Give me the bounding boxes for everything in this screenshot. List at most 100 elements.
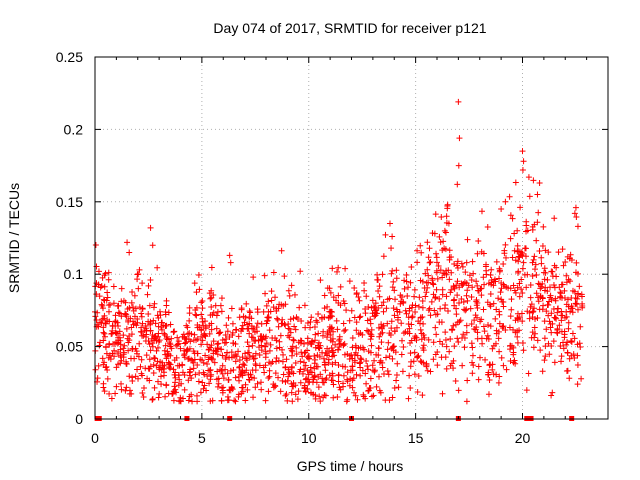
data-point <box>538 260 545 267</box>
data-point <box>359 331 366 338</box>
data-point <box>248 315 255 322</box>
data-point <box>133 348 140 355</box>
data-point <box>285 332 292 339</box>
data-point <box>514 314 521 321</box>
data-point <box>303 375 310 382</box>
data-point <box>235 333 242 340</box>
data-point <box>562 259 569 266</box>
data-point <box>161 330 168 337</box>
data-point <box>548 268 555 275</box>
data-point <box>420 331 427 338</box>
data-point <box>411 286 418 293</box>
data-point <box>452 321 459 328</box>
data-point <box>101 359 108 366</box>
data-point <box>145 338 152 345</box>
data-point <box>564 349 571 356</box>
data-point <box>307 319 314 326</box>
data-point <box>154 264 161 271</box>
data-point <box>196 370 203 377</box>
data-point <box>198 333 205 340</box>
data-point <box>368 393 375 400</box>
data-point <box>508 296 515 303</box>
data-point <box>314 319 321 326</box>
data-point <box>368 331 375 338</box>
data-point <box>496 265 503 272</box>
data-point <box>294 396 301 403</box>
data-point <box>285 369 292 376</box>
data-point <box>263 340 270 347</box>
data-point <box>375 276 382 283</box>
data-point <box>342 265 349 272</box>
data-point <box>496 275 503 282</box>
data-point <box>320 355 327 362</box>
data-point <box>190 359 197 366</box>
data-point <box>568 257 575 264</box>
data-point <box>549 389 556 396</box>
data-point <box>473 297 480 304</box>
data-point <box>204 341 211 348</box>
data-point <box>400 330 407 337</box>
data-point <box>222 366 229 373</box>
data-point <box>577 343 584 350</box>
data-point <box>403 271 410 278</box>
data-point <box>417 242 424 249</box>
data-point <box>147 347 154 354</box>
data-point <box>121 342 128 349</box>
data-point <box>186 304 193 311</box>
data-point <box>93 291 100 298</box>
data-point <box>175 382 182 389</box>
data-point <box>330 394 337 401</box>
data-point <box>432 294 439 301</box>
data-point <box>468 320 475 327</box>
data-point <box>184 330 191 337</box>
data-point <box>217 329 224 336</box>
data-point <box>198 341 205 348</box>
data-point <box>194 361 201 368</box>
data-point <box>100 315 107 322</box>
data-point <box>334 268 341 275</box>
data-point <box>120 297 127 304</box>
data-point <box>426 305 433 312</box>
data-point <box>328 377 335 384</box>
data-point <box>319 349 326 356</box>
data-point <box>146 356 153 363</box>
data-point <box>429 280 436 287</box>
data-point <box>104 294 111 301</box>
data-point <box>248 323 255 330</box>
data-point <box>489 345 496 352</box>
data-point <box>281 273 288 280</box>
data-point <box>151 384 158 391</box>
data-point <box>236 377 243 384</box>
data-point <box>144 375 151 382</box>
data-point <box>176 398 183 405</box>
data-point <box>554 330 561 337</box>
data-point <box>572 204 579 211</box>
data-point <box>192 311 199 318</box>
data-point <box>392 296 399 303</box>
data-point <box>334 394 341 401</box>
data-point <box>407 363 414 370</box>
data-point <box>563 313 570 320</box>
data-point <box>152 320 159 327</box>
data-point <box>367 375 374 382</box>
data-point <box>507 346 514 353</box>
data-point <box>225 397 232 404</box>
data-point <box>131 292 138 299</box>
data-point <box>438 213 445 220</box>
data-point <box>239 322 246 329</box>
data-point <box>461 344 468 351</box>
data-point <box>546 298 553 305</box>
data-point <box>463 329 470 336</box>
data-point <box>321 359 328 366</box>
data-point <box>266 373 273 380</box>
data-point <box>561 287 568 294</box>
data-point <box>480 323 487 330</box>
data-point <box>177 394 184 401</box>
data-point <box>518 276 525 283</box>
data-point <box>500 362 507 369</box>
data-point <box>270 269 277 276</box>
data-point <box>362 306 369 313</box>
data-point <box>375 324 382 331</box>
points-layer <box>92 98 586 405</box>
data-point <box>242 314 249 321</box>
